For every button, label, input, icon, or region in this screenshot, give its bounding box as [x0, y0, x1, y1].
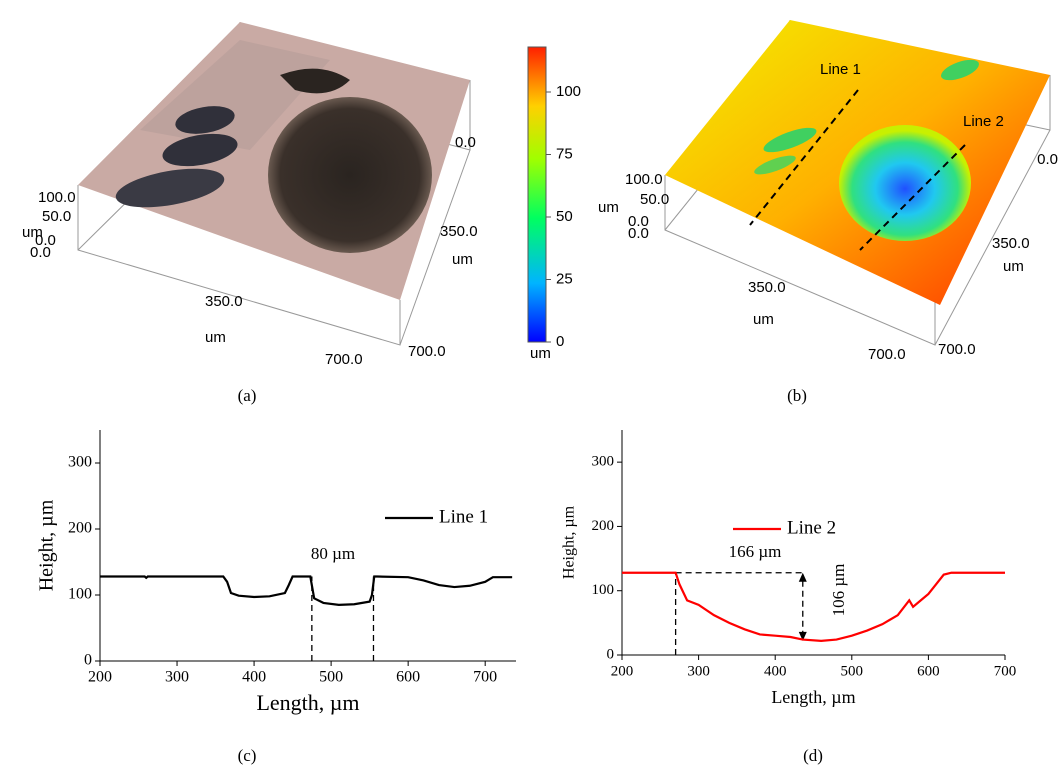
axis-label: 50.0 — [640, 191, 669, 208]
axis-label: 350.0 — [748, 279, 786, 296]
axis-label: um — [753, 311, 774, 328]
axis-label: 0.0 — [628, 213, 649, 230]
x-tick-label: 500 — [319, 669, 343, 686]
axis-label: um — [205, 329, 226, 346]
annotation: 106 µm — [829, 564, 848, 617]
axis-label: um — [452, 251, 473, 268]
axis-label: 700.0 — [325, 351, 363, 368]
y-tick-label: 300 — [592, 454, 615, 470]
axis-label: 700.0 — [868, 346, 906, 363]
axis-label: 100.0 — [625, 171, 663, 188]
y-axis-label: Height, µm — [36, 499, 58, 591]
y-tick-label: 100 — [68, 586, 92, 603]
colorbar-tick-label: 75 — [556, 145, 573, 162]
axis-label: 0.0 — [30, 244, 51, 261]
colorbar-tick-label: 0 — [556, 333, 564, 350]
axis-label: 350.0 — [992, 235, 1030, 252]
axis-label: Line 1 — [820, 61, 861, 78]
axis-label: 0.0 — [35, 232, 56, 249]
annotation: 166 µm — [729, 542, 782, 561]
x-tick-label: 400 — [242, 669, 266, 686]
x-tick-label: 600 — [396, 669, 420, 686]
x-tick-label: 300 — [687, 663, 710, 679]
axis-label: 0.0 — [628, 225, 649, 242]
x-tick-label: 200 — [88, 669, 112, 686]
axis-label: 0.0 — [1037, 151, 1058, 168]
colorbar-tick-label: 100 — [556, 83, 581, 100]
axis-label: 50.0 — [42, 208, 71, 225]
colorbar-tick-label: 25 — [556, 270, 573, 287]
annotation: 80 µm — [311, 544, 355, 563]
arrow-head — [798, 631, 807, 641]
axis-label: Line 2 — [963, 113, 1004, 130]
colorbar — [527, 46, 547, 343]
colorbar-tick-label: 50 — [556, 208, 573, 225]
y-tick-label: 200 — [592, 518, 615, 534]
panel-label: (b) — [787, 386, 807, 405]
y-axis-label: Height, µm — [561, 505, 578, 579]
x-tick-label: 300 — [165, 669, 189, 686]
x-tick-label: 500 — [841, 663, 864, 679]
y-tick-label: 0 — [607, 646, 615, 662]
x-axis-label: Length, µm — [256, 690, 359, 715]
colorbar-unit: um — [530, 345, 551, 362]
axis-label: 350.0 — [440, 223, 478, 240]
surface-render-b — [664, 20, 1051, 346]
axis-label: 350.0 — [205, 293, 243, 310]
x-tick-label: 200 — [611, 663, 634, 679]
panel-label: (d) — [803, 746, 823, 765]
x-tick-label: 700 — [473, 669, 497, 686]
axis-label: 0.0 — [455, 134, 476, 151]
y-tick-label: 200 — [68, 520, 92, 537]
y-tick-label: 100 — [592, 582, 615, 598]
panel-label: (a) — [238, 386, 257, 405]
x-tick-label: 700 — [994, 663, 1017, 679]
x-tick-label: 600 — [917, 663, 940, 679]
axis-label: 700.0 — [408, 343, 446, 360]
axis-label: um — [22, 224, 43, 241]
x-tick-label: 400 — [764, 663, 787, 679]
arrow-head — [798, 572, 807, 582]
y-tick-label: 300 — [68, 454, 92, 471]
axis-label: 100.0 — [38, 189, 76, 206]
axis-label: 700.0 — [938, 341, 976, 358]
axis-label: um — [1003, 258, 1024, 275]
legend-label: Line 1 — [439, 506, 488, 527]
legend-label: Line 2 — [787, 517, 836, 538]
panel-label: (c) — [238, 746, 257, 765]
data-line — [100, 575, 513, 607]
x-axis-label: Length, µm — [771, 687, 855, 707]
y-tick-label: 0 — [84, 652, 92, 669]
data-line — [622, 571, 1005, 642]
surface-render-a — [77, 22, 471, 346]
axis-label: um — [598, 199, 619, 216]
